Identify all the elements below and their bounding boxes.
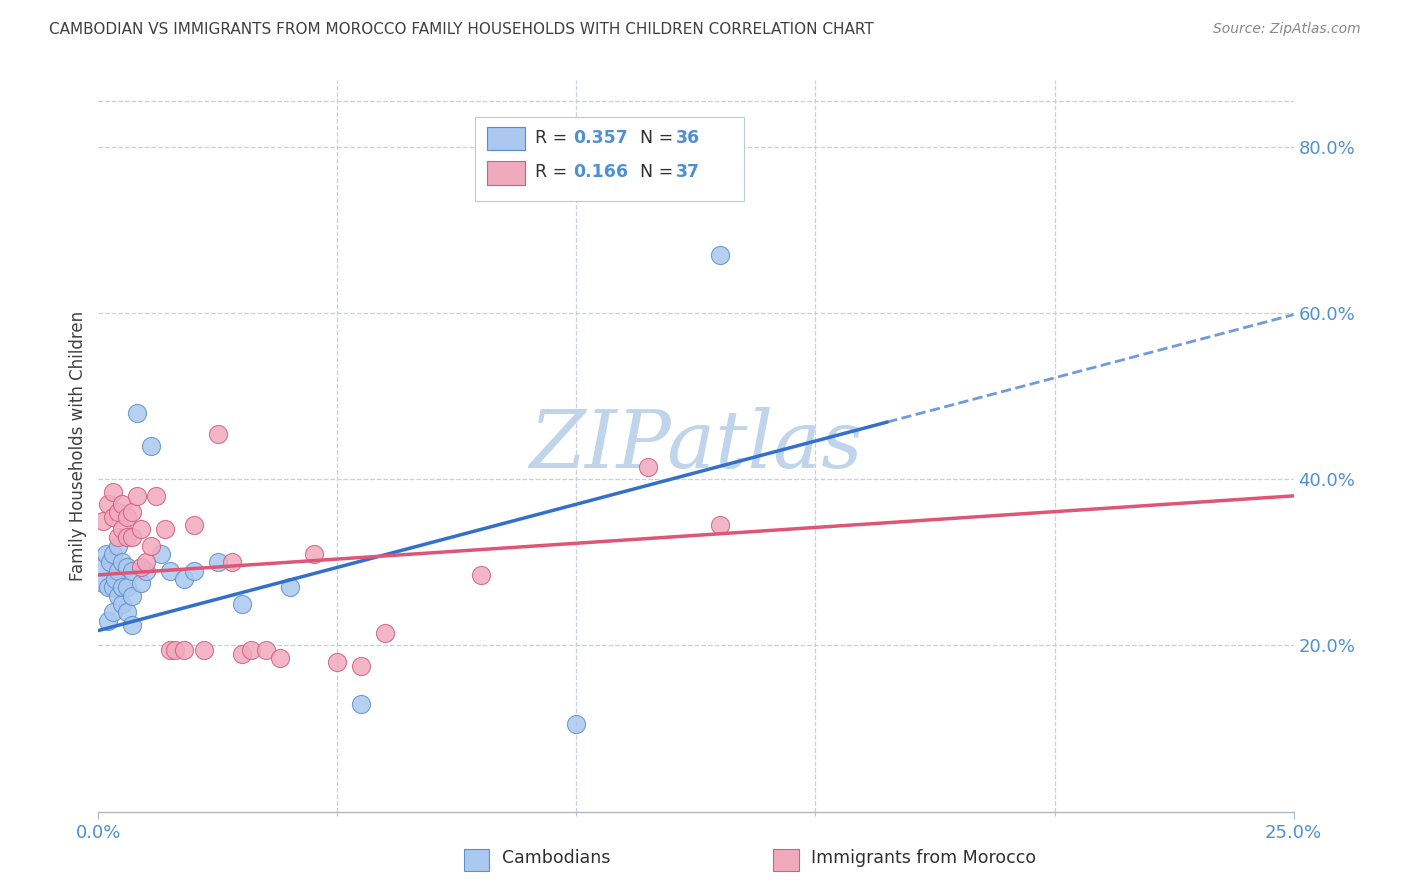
Point — [163, 642, 186, 657]
Point — [159, 564, 181, 578]
Point — [326, 655, 349, 669]
Point — [104, 572, 127, 586]
Point — [207, 426, 229, 441]
Point — [115, 580, 138, 594]
Text: ZIPatlas: ZIPatlas — [529, 408, 863, 484]
Point — [107, 506, 129, 520]
Point — [107, 589, 129, 603]
Point — [91, 559, 114, 574]
Text: N =: N = — [640, 129, 679, 147]
Point — [125, 489, 148, 503]
Point — [91, 576, 114, 591]
Point — [97, 497, 120, 511]
Point — [131, 559, 153, 574]
Text: Source: ZipAtlas.com: Source: ZipAtlas.com — [1213, 22, 1361, 37]
Point — [111, 522, 134, 536]
Point — [470, 567, 492, 582]
Point — [135, 555, 157, 569]
Point — [155, 522, 177, 536]
Point — [350, 659, 373, 673]
Point — [173, 642, 195, 657]
Point — [183, 518, 205, 533]
Point — [121, 530, 143, 544]
Text: R =: R = — [534, 129, 572, 147]
FancyBboxPatch shape — [475, 117, 744, 201]
Point — [107, 530, 129, 544]
Point — [111, 497, 134, 511]
Point — [149, 547, 172, 561]
Point — [115, 509, 138, 524]
Point — [231, 597, 253, 611]
Point — [240, 642, 263, 657]
Point — [101, 484, 124, 499]
Point — [97, 614, 120, 628]
Point — [115, 605, 138, 619]
Point — [107, 539, 129, 553]
Point — [101, 580, 124, 594]
Text: CAMBODIAN VS IMMIGRANTS FROM MOROCCO FAMILY HOUSEHOLDS WITH CHILDREN CORRELATION: CAMBODIAN VS IMMIGRANTS FROM MOROCCO FAM… — [49, 22, 875, 37]
Point — [121, 564, 143, 578]
Point — [193, 642, 215, 657]
Point — [101, 509, 124, 524]
Point — [709, 248, 731, 262]
Point — [159, 642, 181, 657]
Point — [107, 564, 129, 578]
Point — [101, 547, 124, 561]
Point — [269, 651, 291, 665]
Point — [139, 439, 162, 453]
Point — [278, 580, 301, 594]
Point — [350, 697, 373, 711]
Point — [111, 555, 134, 569]
Point — [115, 530, 138, 544]
Point — [565, 717, 588, 731]
Text: R =: R = — [534, 163, 572, 181]
Point — [121, 506, 143, 520]
Point — [121, 617, 143, 632]
Point — [637, 459, 659, 474]
Point — [207, 555, 229, 569]
Point — [125, 406, 148, 420]
Text: 36: 36 — [676, 129, 700, 147]
Point — [115, 559, 138, 574]
Point — [231, 647, 253, 661]
Point — [97, 580, 120, 594]
Bar — [486, 161, 524, 185]
Point — [145, 489, 167, 503]
Point — [709, 518, 731, 533]
Point — [94, 547, 117, 561]
Point — [221, 555, 243, 569]
Y-axis label: Family Households with Children: Family Households with Children — [69, 311, 87, 581]
Point — [111, 580, 134, 594]
Point — [135, 564, 157, 578]
Point — [131, 522, 153, 536]
Point — [98, 555, 122, 569]
Point — [111, 597, 134, 611]
Text: 0.357: 0.357 — [572, 129, 627, 147]
Point — [91, 514, 114, 528]
Point — [139, 539, 162, 553]
Text: Cambodians: Cambodians — [502, 849, 610, 867]
Point — [131, 576, 153, 591]
Text: N =: N = — [640, 163, 679, 181]
Point — [101, 605, 124, 619]
Bar — [486, 127, 524, 151]
Point — [374, 626, 396, 640]
Point — [183, 564, 205, 578]
Point — [254, 642, 277, 657]
Text: 37: 37 — [676, 163, 700, 181]
Point — [302, 547, 325, 561]
Point — [173, 572, 195, 586]
Text: Immigrants from Morocco: Immigrants from Morocco — [811, 849, 1036, 867]
Text: 0.166: 0.166 — [572, 163, 628, 181]
Point — [121, 589, 143, 603]
